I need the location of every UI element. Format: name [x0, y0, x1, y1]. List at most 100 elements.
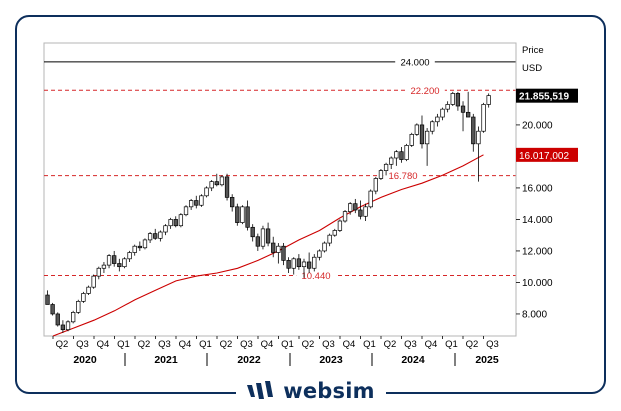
candle-body	[327, 234, 332, 244]
candle-body	[86, 286, 91, 294]
candle-body	[399, 151, 404, 160]
candle-body	[394, 151, 399, 159]
currency-axis-label: USD	[522, 63, 542, 74]
candle-body	[348, 203, 353, 212]
candle-body	[471, 116, 476, 145]
candle-body	[158, 231, 163, 239]
year-label: 2023	[319, 354, 343, 366]
candle-body	[214, 181, 219, 186]
moving-average-badge	[516, 147, 578, 162]
candle-body	[250, 226, 255, 238]
quarter-label: Q1	[281, 339, 294, 350]
quarter-label: Q3	[404, 339, 417, 350]
candle-body	[281, 245, 286, 261]
quarter-label: Q1	[445, 339, 458, 350]
quarter-label: Q4	[97, 339, 110, 350]
candle-body	[460, 105, 466, 113]
candle-body	[476, 130, 481, 145]
quarter-label: Q4	[261, 339, 274, 350]
y-tick-label: 20.000	[522, 120, 553, 131]
candle-body	[389, 157, 394, 165]
candle-body	[342, 211, 348, 222]
candle-body	[240, 206, 245, 223]
candle-body	[481, 104, 486, 132]
candle-body	[70, 312, 76, 323]
level-label-bg	[405, 84, 445, 97]
price-axis-label: Price	[522, 45, 544, 56]
year-label: 2024	[401, 354, 425, 366]
candle-body	[173, 219, 178, 227]
candle-body	[153, 233, 158, 239]
quarter-label: Q3	[486, 339, 499, 350]
candle-body	[106, 255, 112, 266]
candle-body	[163, 225, 168, 233]
candle-body	[291, 258, 296, 269]
candle-body	[137, 245, 142, 249]
candle-body	[383, 163, 389, 171]
y-tick-label: 12.000	[522, 246, 553, 257]
quarter-label: Q3	[322, 339, 335, 350]
candle-body	[296, 258, 302, 268]
quarter-label: Q3	[240, 339, 253, 350]
candle-body	[455, 93, 461, 107]
candle-body	[260, 228, 266, 247]
websim-logo-icon	[247, 381, 274, 399]
candle-body	[45, 294, 50, 305]
candle-body	[466, 111, 471, 118]
candle-body	[112, 255, 117, 264]
quarter-label: Q4	[425, 339, 438, 350]
candle-body	[255, 236, 260, 247]
quarter-label: Q3	[158, 339, 171, 350]
candle-body	[322, 242, 327, 252]
candle-body	[209, 181, 214, 189]
brand-logo: websim	[236, 378, 386, 404]
candle-body	[127, 252, 132, 260]
candle-body	[199, 195, 204, 206]
candle-body	[194, 200, 199, 206]
candle-body	[430, 121, 435, 132]
quarter-label: Q2	[220, 339, 233, 350]
candle-body	[332, 230, 337, 236]
candle-body	[445, 104, 450, 110]
y-tick-label: 10.000	[522, 278, 553, 289]
candle-body	[404, 145, 409, 160]
candle-body	[91, 275, 96, 288]
last-price-badge	[516, 88, 578, 103]
candle-body	[306, 261, 312, 269]
candle-body	[440, 108, 445, 118]
candle-body	[265, 228, 271, 244]
candle-body	[414, 124, 420, 135]
level-label-bg	[395, 55, 435, 68]
year-label: 2022	[237, 354, 261, 366]
candle-body	[301, 261, 307, 268]
year-label: 2020	[73, 354, 97, 366]
candle-body	[353, 203, 358, 211]
candle-body	[76, 300, 81, 313]
level-label: 16.780	[388, 171, 417, 182]
candle-body	[224, 176, 230, 198]
quarter-label: Q4	[179, 339, 192, 350]
candle-body	[96, 267, 101, 277]
candle-body	[168, 219, 173, 227]
candle-body	[245, 206, 250, 228]
candle-body	[419, 124, 425, 145]
y-tick-label: 8.000	[522, 309, 547, 320]
moving-average-line	[52, 154, 484, 337]
candle-body	[183, 206, 189, 216]
quarter-label: Q2	[138, 339, 151, 350]
candle-body	[230, 197, 235, 208]
candle-body	[219, 176, 225, 186]
quarter-label: Q2	[302, 339, 315, 350]
quarter-label: Q4	[343, 339, 356, 350]
candle-body	[409, 134, 414, 146]
level-label-bg	[296, 269, 336, 282]
moving-average-value: 16.017,002	[519, 151, 569, 162]
candle-body	[363, 206, 368, 217]
candle-body	[81, 293, 86, 302]
candle-body	[271, 242, 276, 253]
last-price-value: 21.855,519	[519, 92, 569, 103]
candle-body	[235, 206, 240, 223]
candle-body	[132, 245, 137, 253]
candle-body	[424, 130, 430, 145]
